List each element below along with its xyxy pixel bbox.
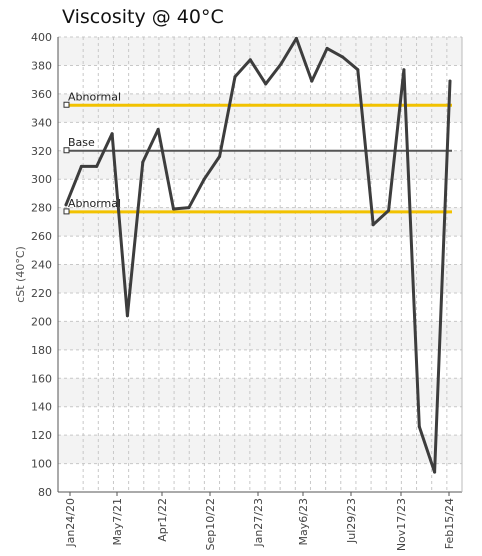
grid-band bbox=[58, 93, 462, 123]
data-point bbox=[95, 164, 99, 168]
y-tick-label: 320 bbox=[31, 145, 52, 158]
y-tick-label: 240 bbox=[31, 259, 52, 272]
data-point bbox=[448, 79, 452, 83]
x-tick-label: Apr1/22 bbox=[156, 498, 169, 542]
y-tick-label: 340 bbox=[31, 116, 52, 129]
y-tick-label: 220 bbox=[31, 287, 52, 300]
x-tick-label: May7/21 bbox=[111, 498, 124, 545]
grid-band bbox=[58, 321, 462, 350]
axes bbox=[57, 37, 463, 496]
y-tick-label: 160 bbox=[31, 372, 52, 385]
y-tick-label: 140 bbox=[31, 401, 52, 414]
reference-marker bbox=[63, 101, 70, 108]
y-tick-label: 100 bbox=[31, 458, 52, 471]
y-tick-label: 280 bbox=[31, 202, 52, 215]
grid-band bbox=[58, 378, 462, 407]
data-point bbox=[141, 160, 145, 164]
data-point bbox=[371, 223, 375, 227]
data-point bbox=[248, 58, 252, 62]
data-point bbox=[417, 425, 421, 429]
data-point bbox=[264, 82, 268, 86]
data-point bbox=[187, 206, 191, 210]
y-axis-label: cSt (40°C) bbox=[14, 246, 27, 303]
reference-label: Base bbox=[68, 136, 95, 149]
y-tick-label: 180 bbox=[31, 344, 52, 357]
data-point bbox=[172, 207, 176, 211]
series-layer bbox=[64, 36, 452, 474]
data-point bbox=[156, 127, 160, 131]
y-tick-label: 400 bbox=[31, 31, 52, 44]
y-tick-label: 300 bbox=[31, 173, 52, 186]
series-line bbox=[64, 36, 452, 474]
reference-marker bbox=[63, 147, 70, 154]
grid-band bbox=[58, 37, 462, 66]
x-tick-label: Jan24/20 bbox=[64, 498, 77, 548]
x-tick-label: Nov17/23 bbox=[395, 498, 408, 551]
y-tick-label: 200 bbox=[31, 315, 52, 328]
y-tick-label: 360 bbox=[31, 88, 52, 101]
y-tick-label: 260 bbox=[31, 230, 52, 243]
data-point bbox=[433, 470, 437, 474]
x-tick-label: May6/23 bbox=[297, 498, 310, 545]
data-point bbox=[294, 36, 298, 40]
data-point bbox=[356, 68, 360, 72]
reference-label: Abnormal bbox=[68, 197, 121, 210]
data-point bbox=[340, 55, 344, 59]
data-point bbox=[218, 154, 222, 158]
chart-title: Viscosity @ 40°C bbox=[62, 6, 224, 28]
data-point bbox=[279, 62, 283, 66]
data-point bbox=[110, 132, 114, 136]
x-tick-label: Jul29/23 bbox=[345, 498, 358, 544]
x-tick-label: Jan27/23 bbox=[252, 498, 265, 548]
x-tick-label: Feb15/24 bbox=[443, 498, 456, 549]
data-point bbox=[64, 203, 68, 207]
data-point bbox=[387, 208, 391, 212]
data-point bbox=[310, 79, 314, 83]
x-tick-labels: Jan24/20 May7/21 Apr1/22 Sep10/22 Jan27/23 Ma… bbox=[64, 498, 456, 551]
data-point bbox=[202, 177, 206, 181]
data-point bbox=[125, 314, 129, 318]
y-tick-label: 120 bbox=[31, 429, 52, 442]
data-point bbox=[233, 75, 237, 79]
y-tick-labels: 80 100 120 140 160 180 200 220 240 260 280 300 320 34… bbox=[31, 31, 52, 499]
reference-label: Abnormal bbox=[68, 90, 121, 103]
grid-band bbox=[58, 435, 462, 464]
reference-marker bbox=[63, 208, 70, 215]
data-point bbox=[79, 164, 83, 168]
data-point bbox=[325, 46, 329, 50]
data-point bbox=[402, 68, 406, 72]
x-tick-label: Sep10/22 bbox=[204, 498, 217, 550]
y-tick-label: 380 bbox=[31, 59, 52, 72]
y-tick-label: 80 bbox=[38, 486, 52, 499]
